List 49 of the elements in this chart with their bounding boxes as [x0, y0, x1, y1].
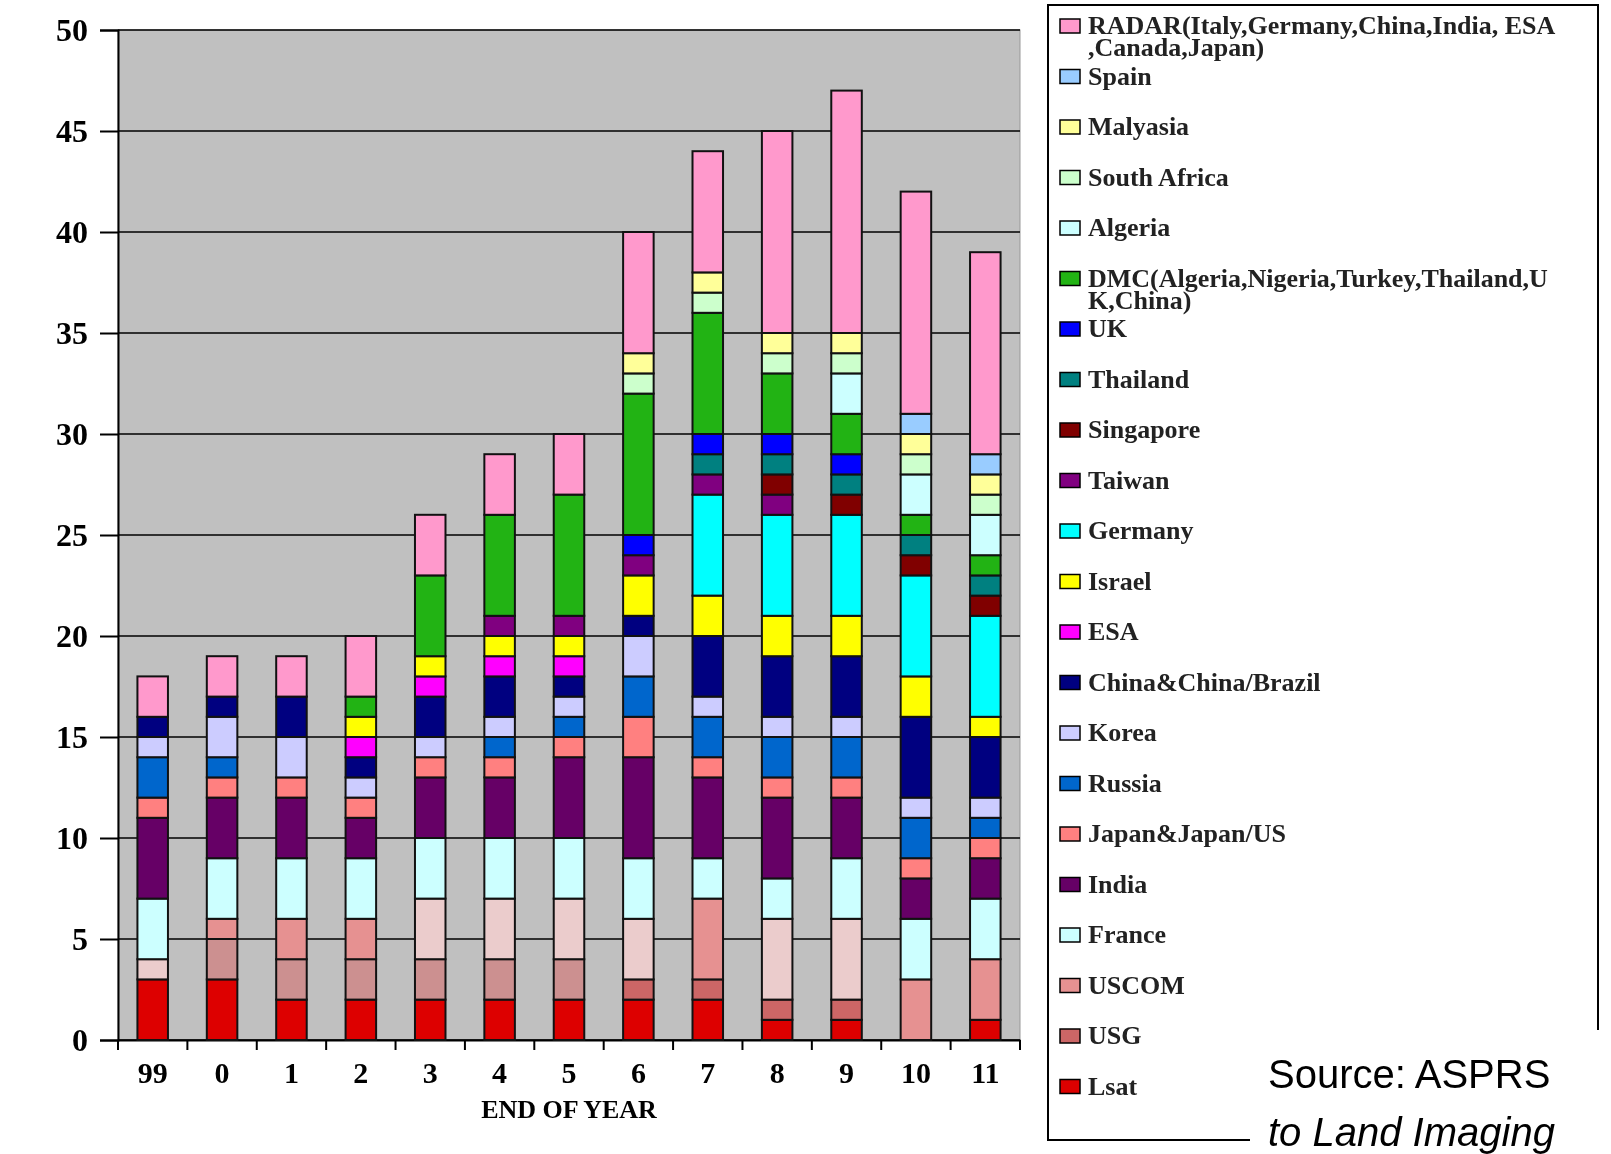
legend-label: USCOM	[1088, 970, 1185, 1000]
y-tick-label: 0	[72, 1021, 88, 1058]
x-tick-label: 11	[971, 1056, 1000, 1090]
x-tick-label: 99	[137, 1056, 168, 1090]
x-tick-label: 0	[214, 1056, 230, 1090]
x-tick-label: 8	[769, 1056, 785, 1090]
legend-label: Israel	[1088, 566, 1152, 596]
x-tick-label: 4	[492, 1056, 508, 1090]
x-tick-label: 10	[900, 1056, 931, 1090]
legend-label: Japan&Japan/US	[1088, 819, 1286, 848]
legend-label: Russia	[1088, 768, 1162, 798]
legend-label: South Africa	[1088, 162, 1229, 192]
legend-label: France	[1088, 920, 1166, 949]
x-tick-label: 6	[630, 1056, 646, 1090]
y-tick-label: 10	[56, 819, 88, 856]
legend-label: UK	[1088, 314, 1128, 343]
legend-label: India	[1088, 869, 1148, 899]
legend-label: Germany	[1088, 516, 1194, 545]
legend-label: RADAR(Italy,Germany,China,India, ESA,Canada,Japan)	[1088, 11, 1556, 62]
y-tick-label: 30	[56, 415, 88, 452]
y-tick-label: 45	[56, 112, 88, 149]
legend-label: China&China/Brazil	[1088, 667, 1321, 697]
x-tick-label: 2	[353, 1056, 369, 1090]
x-tick-label: 3	[422, 1056, 438, 1090]
x-tick-label: 5	[561, 1056, 577, 1090]
y-tick-label: 5	[72, 920, 88, 957]
legend-label: Thailand	[1088, 364, 1190, 394]
source-note: Source: ASPRS	[1268, 1052, 1551, 1096]
legend-label: DMC(Algeria,Nigeria,Turkey,Thailand,UK,China)	[1088, 263, 1549, 315]
legend-label: Taiwan	[1088, 465, 1170, 495]
legend-label: Lsat	[1088, 1071, 1138, 1101]
legend-label: ESA	[1088, 617, 1139, 646]
legend-label: Spain	[1088, 61, 1153, 91]
legend-label: Singapore	[1088, 415, 1201, 444]
text: to Land Imaging	[1268, 1110, 1555, 1154]
legend-label: Malyasia	[1088, 112, 1190, 141]
x-tick-label: 1	[283, 1056, 299, 1090]
legend-label: Korea	[1088, 718, 1157, 747]
x-axis-title: END OF YEAR	[481, 1095, 658, 1124]
y-tick-label: 50	[56, 11, 88, 48]
y-tick-label: 40	[56, 213, 88, 250]
legend-label: Algeria	[1088, 213, 1171, 242]
y-tick-label: 20	[56, 617, 88, 654]
y-tick-label: 15	[56, 718, 88, 755]
legend-label: USG	[1088, 1021, 1142, 1050]
y-tick-label: 35	[56, 314, 88, 351]
y-tick-label: 25	[56, 516, 88, 553]
x-tick-label: 9	[839, 1056, 855, 1090]
x-tick-label: 7	[700, 1056, 716, 1090]
